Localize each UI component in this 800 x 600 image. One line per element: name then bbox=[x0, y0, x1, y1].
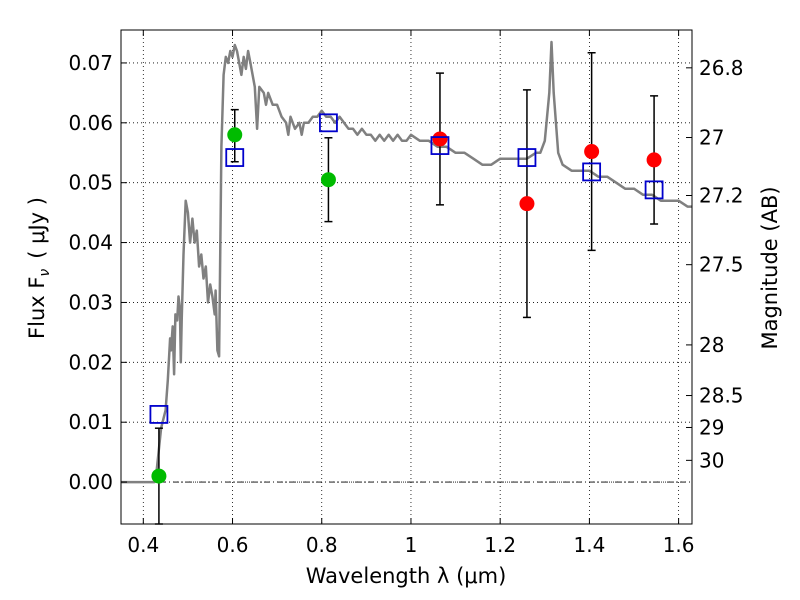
y-tick-label: 0.02 bbox=[68, 350, 113, 374]
model-point bbox=[319, 113, 338, 133]
y2-tick-label: 28.5 bbox=[699, 384, 744, 408]
y-tick-label: 0.04 bbox=[68, 231, 113, 255]
data-markers bbox=[149, 113, 664, 484]
model-point bbox=[149, 405, 169, 424]
data-point bbox=[432, 131, 448, 147]
model-point bbox=[430, 136, 450, 155]
x-tick-label: 1 bbox=[405, 533, 418, 557]
data-point bbox=[584, 144, 600, 160]
x-tick-label: 0.4 bbox=[127, 533, 159, 557]
y2-tick-label: 27.5 bbox=[699, 253, 744, 277]
y2-tick-label: 30 bbox=[699, 448, 724, 472]
data-point bbox=[646, 152, 662, 168]
y-axis-label: Flux Fν ( μJy ) bbox=[25, 197, 53, 339]
y-axis-label-subscript: ν bbox=[37, 269, 53, 277]
y2-tick-label: 26.8 bbox=[699, 56, 744, 80]
secondary-y-axis-label: Magnitude (AB) bbox=[758, 186, 782, 349]
model-point bbox=[225, 148, 245, 167]
y-tick-label: 0.06 bbox=[68, 111, 113, 135]
data-point bbox=[320, 172, 336, 188]
y2-tick-label: 27.2 bbox=[699, 183, 744, 207]
axis-ticks bbox=[121, 30, 692, 524]
data-point bbox=[519, 196, 535, 212]
y-axis-label-unit: ( μJy ) bbox=[25, 197, 49, 259]
y-tick-label: 0.00 bbox=[68, 470, 113, 494]
x-tick-label: 0.8 bbox=[306, 533, 338, 557]
model-point bbox=[517, 148, 537, 167]
model-spectrum-line bbox=[121, 40, 692, 484]
y2-tick-label: 29 bbox=[699, 415, 724, 439]
y2-tick-label: 27 bbox=[699, 126, 724, 150]
model-point bbox=[644, 180, 664, 200]
axis-tick-labels: 0.4 0.6 0.8 1 1.2 1.4 1.6 0.00 0.01 0.02 0.03 0.04 0… bbox=[68, 51, 743, 557]
y-tick-label: 0.01 bbox=[68, 410, 113, 434]
data-point bbox=[227, 127, 243, 143]
y-tick-label: 0.03 bbox=[68, 290, 113, 314]
plot-frame bbox=[120, 29, 693, 525]
data-point bbox=[151, 468, 167, 484]
x-tick-label: 1.2 bbox=[484, 533, 516, 557]
plot-area bbox=[121, 40, 692, 525]
x-axis-label: Wavelength λ (μm) bbox=[306, 564, 507, 588]
y-axis-label-main: Flux F bbox=[25, 277, 49, 339]
y-tick-label: 0.05 bbox=[68, 171, 113, 195]
x-tick-label: 1.6 bbox=[663, 533, 695, 557]
y-tick-label: 0.07 bbox=[68, 51, 113, 75]
x-tick-label: 0.6 bbox=[217, 533, 249, 557]
y2-tick-label: 28 bbox=[699, 333, 724, 357]
x-tick-label: 1.4 bbox=[573, 533, 605, 557]
model-point bbox=[582, 162, 602, 182]
